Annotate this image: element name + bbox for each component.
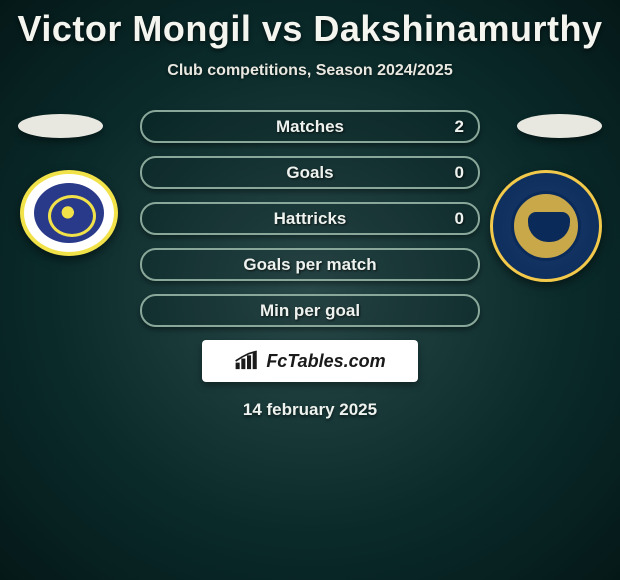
club-logo-left	[20, 170, 118, 256]
stat-label: Hattricks	[142, 204, 478, 233]
stat-row-goals-per-match: Goals per match	[140, 248, 480, 281]
stat-label: Min per goal	[142, 296, 478, 325]
stat-row-hattricks: Hattricks 0	[140, 202, 480, 235]
stat-label: Goals	[142, 158, 478, 187]
bar-chart-icon	[234, 350, 260, 372]
kerala-blasters-icon	[34, 183, 104, 243]
date-label: 14 february 2025	[0, 400, 620, 420]
stat-row-min-per-goal: Min per goal	[140, 294, 480, 327]
player-slot-right	[517, 114, 602, 138]
chennaiyin-fc-icon	[511, 191, 581, 261]
page-title: Victor Mongil vs Dakshinamurthy	[0, 0, 620, 50]
comparison-panel: Matches 2 Goals 0 Hattricks 0 Goals per …	[0, 110, 620, 420]
stat-right-value: 0	[455, 204, 464, 233]
stat-right-value: 0	[455, 158, 464, 187]
stat-row-goals: Goals 0	[140, 156, 480, 189]
stat-right-value: 2	[455, 112, 464, 141]
stat-label: Matches	[142, 112, 478, 141]
player-slot-left	[18, 114, 103, 138]
stat-row-matches: Matches 2	[140, 110, 480, 143]
club-logo-right	[490, 170, 602, 282]
branding-text: FcTables.com	[266, 351, 385, 372]
stat-label: Goals per match	[142, 250, 478, 279]
stats-list: Matches 2 Goals 0 Hattricks 0 Goals per …	[140, 110, 480, 327]
branding-badge: FcTables.com	[202, 340, 418, 382]
subtitle: Club competitions, Season 2024/2025	[0, 62, 620, 80]
